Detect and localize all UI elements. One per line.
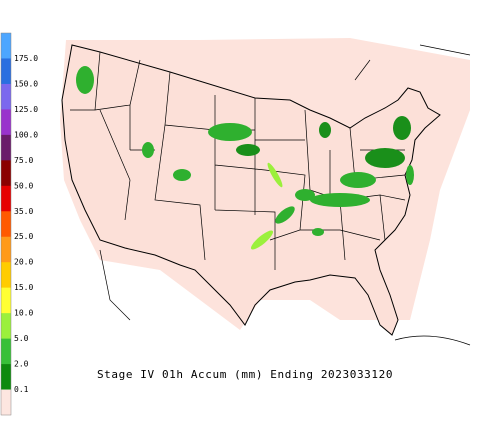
legend-swatch [1,33,11,59]
legend-swatch [1,134,11,161]
legend-swatch [1,83,11,110]
legend-label: 100.0 [14,130,38,139]
legend-label: 150.0 [14,79,38,88]
us-outline [61,44,441,336]
legend-swatch [1,211,11,238]
map [60,38,471,346]
legend: 175.0 150.0 125.0 100.0 75.0 50.0 35.0 25.0 20.0… [0,32,38,416]
caption: Stage IV 01h Accum (mm) Ending 202303312… [97,368,393,381]
legend-label: 25.0 [14,232,33,241]
legend-swatch [1,364,11,390]
legend-swatch [1,109,11,136]
legend-label: 175.0 [14,54,38,63]
legend-swatch [1,185,11,212]
legend-label: 125.0 [14,105,38,114]
precip-areas [76,66,414,250]
legend-frame [0,32,12,416]
legend-label: 15.0 [14,283,33,292]
legend-swatch [1,236,11,263]
legend-swatch [1,338,11,365]
legend-swatch [1,262,11,288]
legend-swatch [1,313,11,339]
legend-label: 75.0 [14,156,33,165]
legend-label: 10.0 [14,309,33,318]
legend-label: 20.0 [14,258,33,267]
legend-swatch [1,287,11,314]
legend-label: 5.0 [14,334,29,343]
legend-label: 50.0 [14,181,33,190]
legend-label: 35.0 [14,207,33,216]
legend-swatch [1,160,11,187]
legend-swatch [1,389,11,416]
legend-label: 2.0 [14,360,29,369]
legend-label: 0.1 [14,385,29,394]
legend-swatch [1,58,11,85]
